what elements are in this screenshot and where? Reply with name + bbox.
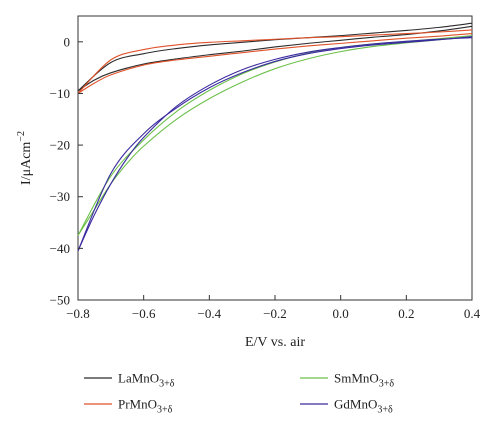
y-tick-label: −20 <box>50 138 70 153</box>
x-axis-title: E/V vs. air <box>245 335 305 350</box>
legend-label-main: SmMnO <box>334 371 379 386</box>
legend-label-smmno: SmMnO3+δ <box>334 371 394 390</box>
x-axis: −0.8 −0.6 −0.4 −0.2 0.0 0.2 0.4 <box>66 295 481 321</box>
legend-label-subscript: 3+δ <box>377 405 393 416</box>
y-axis-title-superscript: −2 <box>16 131 27 142</box>
series-line-prmno-reverse <box>77 29 473 94</box>
series-layer <box>77 22 473 252</box>
legend-label-prmno: PrMnO3+δ <box>118 397 173 416</box>
y-tick-label: 0 <box>64 34 71 49</box>
legend-label-subscript: 3+δ <box>379 379 395 390</box>
y-tick-label: −50 <box>50 293 70 308</box>
y-axis: 0 −10 −20 −30 −40 −50 <box>50 34 83 308</box>
plot-frame <box>77 15 473 301</box>
legend-label-gdmno: GdMnO3+δ <box>334 397 393 416</box>
x-tick-label: −0.4 <box>198 306 222 321</box>
series-line-lamno-forward <box>77 25 473 92</box>
legend-label-main: GdMnO <box>334 397 377 412</box>
y-tick-label: −40 <box>50 241 70 256</box>
y-tick-label: −10 <box>50 86 70 101</box>
y-axis-title-main: I/μAcm <box>19 142 34 185</box>
legend-label-main: LaMnO <box>118 371 159 386</box>
x-tick-label: −0.8 <box>66 306 90 321</box>
legend-label-main: PrMnO <box>118 397 157 412</box>
legend-label-subscript: 3+δ <box>157 405 173 416</box>
x-tick-label: −0.6 <box>132 306 156 321</box>
series-line-prmno-forward <box>77 33 473 94</box>
x-tick-label: 0.4 <box>464 306 481 321</box>
x-tick-label: 0.0 <box>333 306 349 321</box>
series-line-smmno-forward <box>77 36 473 236</box>
legend-label-lamno: LaMnO3+δ <box>118 371 175 390</box>
legend-label-subscript: 3+δ <box>159 379 175 390</box>
svg-text:I/μAcm−2: I/μAcm−2 <box>16 131 34 185</box>
plot-area: −0.8 −0.6 −0.4 −0.2 0.0 0.2 0.4 0 −10 −20 −30 −40 −… <box>50 15 481 321</box>
series-line-gdmno-reverse <box>77 36 473 252</box>
y-axis-title: I/μAcm−2 <box>16 131 34 185</box>
series-line-gdmno-forward <box>77 37 473 252</box>
x-tick-label: −0.2 <box>263 306 287 321</box>
x-tick-label: 0.2 <box>398 306 414 321</box>
y-tick-label: −30 <box>50 189 70 204</box>
